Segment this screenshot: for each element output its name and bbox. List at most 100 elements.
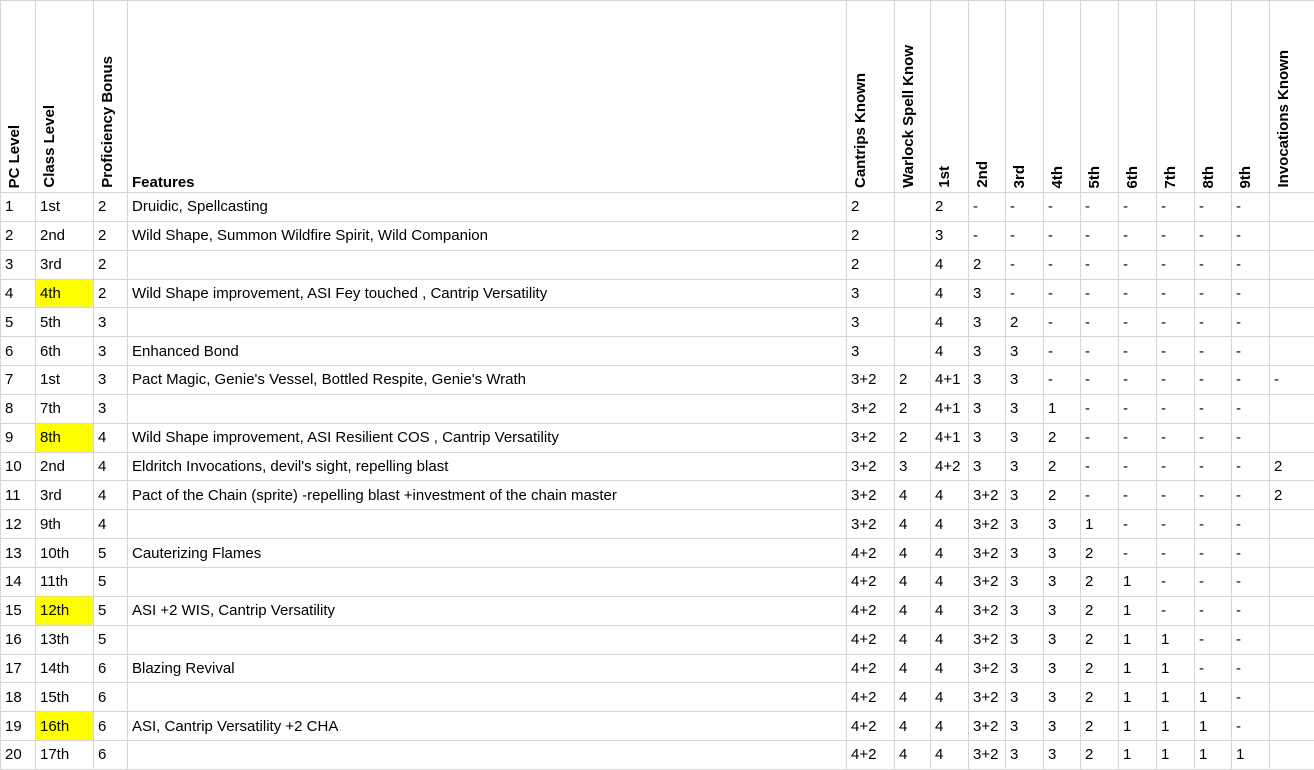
- cell-proficiency[interactable]: 3: [94, 337, 128, 366]
- cell-slot-8th[interactable]: -: [1195, 596, 1232, 625]
- cell-slot-7th[interactable]: -: [1157, 567, 1195, 596]
- cell-pc-level[interactable]: 13: [1, 539, 36, 568]
- cell-invocations[interactable]: [1270, 654, 1314, 683]
- cell-slot-8th[interactable]: -: [1195, 539, 1232, 568]
- cell-features[interactable]: Wild Shape improvement, ASI Fey touched …: [128, 279, 847, 308]
- cell-slot-5th[interactable]: -: [1081, 337, 1119, 366]
- cell-slot-6th[interactable]: 1: [1119, 683, 1157, 712]
- cell-class-level[interactable]: 15th: [36, 683, 94, 712]
- cell-slot-2nd[interactable]: 3+2: [969, 567, 1006, 596]
- cell-slot-7th[interactable]: -: [1157, 308, 1195, 337]
- cell-slot-7th[interactable]: 1: [1157, 683, 1195, 712]
- cell-slot-8th[interactable]: -: [1195, 250, 1232, 279]
- cell-slot-8th[interactable]: -: [1195, 567, 1232, 596]
- cell-slot-9th[interactable]: -: [1232, 539, 1270, 568]
- cell-slot-6th[interactable]: -: [1119, 423, 1157, 452]
- cell-slot-9th[interactable]: -: [1232, 481, 1270, 510]
- cell-slot-1st[interactable]: 4: [931, 539, 969, 568]
- cell-slot-3rd[interactable]: -: [1006, 221, 1044, 250]
- cell-slot-1st[interactable]: 4+2: [931, 452, 969, 481]
- cell-proficiency[interactable]: 4: [94, 423, 128, 452]
- cell-slot-5th[interactable]: -: [1081, 423, 1119, 452]
- cell-slot-3rd[interactable]: 3: [1006, 625, 1044, 654]
- cell-proficiency[interactable]: 4: [94, 510, 128, 539]
- cell-slot-3rd[interactable]: 3: [1006, 394, 1044, 423]
- cell-slot-7th[interactable]: -: [1157, 539, 1195, 568]
- cell-pc-level[interactable]: 10: [1, 452, 36, 481]
- cell-warlock-spells[interactable]: 4: [895, 481, 931, 510]
- cell-invocations[interactable]: [1270, 337, 1314, 366]
- cell-slot-4th[interactable]: 3: [1044, 683, 1081, 712]
- cell-slot-8th[interactable]: -: [1195, 481, 1232, 510]
- cell-invocations[interactable]: [1270, 683, 1314, 712]
- cell-class-level[interactable]: 2nd: [36, 452, 94, 481]
- cell-pc-level[interactable]: 5: [1, 308, 36, 337]
- cell-slot-5th[interactable]: -: [1081, 394, 1119, 423]
- cell-slot-2nd[interactable]: 3+2: [969, 741, 1006, 770]
- cell-slot-2nd[interactable]: 3+2: [969, 510, 1006, 539]
- cell-slot-6th[interactable]: 1: [1119, 741, 1157, 770]
- cell-cantrips-known[interactable]: 4+2: [847, 712, 895, 741]
- cell-features[interactable]: [128, 308, 847, 337]
- cell-warlock-spells[interactable]: 2: [895, 394, 931, 423]
- cell-invocations[interactable]: [1270, 308, 1314, 337]
- cell-slot-9th[interactable]: -: [1232, 366, 1270, 395]
- cell-pc-level[interactable]: 14: [1, 567, 36, 596]
- cell-proficiency[interactable]: 6: [94, 741, 128, 770]
- cell-slot-6th[interactable]: -: [1119, 337, 1157, 366]
- cell-slot-8th[interactable]: -: [1195, 337, 1232, 366]
- cell-pc-level[interactable]: 18: [1, 683, 36, 712]
- cell-cantrips-known[interactable]: 3+2: [847, 394, 895, 423]
- cell-slot-9th[interactable]: -: [1232, 394, 1270, 423]
- cell-features[interactable]: Blazing Revival: [128, 654, 847, 683]
- cell-slot-7th[interactable]: -: [1157, 221, 1195, 250]
- cell-slot-5th[interactable]: 2: [1081, 712, 1119, 741]
- cell-slot-6th[interactable]: -: [1119, 510, 1157, 539]
- cell-pc-level[interactable]: 6: [1, 337, 36, 366]
- cell-pc-level[interactable]: 4: [1, 279, 36, 308]
- cell-slot-3rd[interactable]: 3: [1006, 423, 1044, 452]
- cell-pc-level[interactable]: 19: [1, 712, 36, 741]
- cell-slot-6th[interactable]: -: [1119, 221, 1157, 250]
- column-header-slot-8th[interactable]: 8th: [1195, 1, 1232, 193]
- cell-pc-level[interactable]: 17: [1, 654, 36, 683]
- cell-slot-1st[interactable]: 4: [931, 510, 969, 539]
- cell-features[interactable]: Enhanced Bond: [128, 337, 847, 366]
- cell-slot-5th[interactable]: -: [1081, 279, 1119, 308]
- cell-slot-1st[interactable]: 4: [931, 337, 969, 366]
- cell-slot-3rd[interactable]: 3: [1006, 596, 1044, 625]
- cell-slot-3rd[interactable]: -: [1006, 279, 1044, 308]
- cell-cantrips-known[interactable]: 4+2: [847, 567, 895, 596]
- cell-slot-8th[interactable]: 1: [1195, 712, 1232, 741]
- cell-cantrips-known[interactable]: 2: [847, 221, 895, 250]
- cell-slot-9th[interactable]: -: [1232, 337, 1270, 366]
- cell-slot-6th[interactable]: -: [1119, 308, 1157, 337]
- cell-invocations[interactable]: [1270, 712, 1314, 741]
- cell-class-level[interactable]: 13th: [36, 625, 94, 654]
- cell-slot-6th[interactable]: 1: [1119, 712, 1157, 741]
- cell-slot-9th[interactable]: -: [1232, 683, 1270, 712]
- cell-class-level[interactable]: 6th: [36, 337, 94, 366]
- cell-features[interactable]: [128, 394, 847, 423]
- cell-class-level[interactable]: 14th: [36, 654, 94, 683]
- cell-slot-3rd[interactable]: 3: [1006, 712, 1044, 741]
- cell-slot-2nd[interactable]: -: [969, 193, 1006, 222]
- cell-class-level[interactable]: 8th: [36, 423, 94, 452]
- cell-cantrips-known[interactable]: 3: [847, 308, 895, 337]
- cell-class-level[interactable]: 10th: [36, 539, 94, 568]
- cell-pc-level[interactable]: 9: [1, 423, 36, 452]
- cell-slot-1st[interactable]: 4: [931, 654, 969, 683]
- column-header-slot-6th[interactable]: 6th: [1119, 1, 1157, 193]
- cell-slot-6th[interactable]: -: [1119, 279, 1157, 308]
- cell-slot-7th[interactable]: 1: [1157, 654, 1195, 683]
- cell-slot-4th[interactable]: 2: [1044, 481, 1081, 510]
- cell-features[interactable]: Cauterizing Flames: [128, 539, 847, 568]
- cell-slot-9th[interactable]: -: [1232, 712, 1270, 741]
- cell-features[interactable]: Pact of the Chain (sprite) -repelling bl…: [128, 481, 847, 510]
- cell-slot-5th[interactable]: 2: [1081, 654, 1119, 683]
- cell-pc-level[interactable]: 15: [1, 596, 36, 625]
- cell-warlock-spells[interactable]: 4: [895, 625, 931, 654]
- cell-slot-4th[interactable]: 3: [1044, 510, 1081, 539]
- cell-cantrips-known[interactable]: 3+2: [847, 481, 895, 510]
- cell-proficiency[interactable]: 2: [94, 250, 128, 279]
